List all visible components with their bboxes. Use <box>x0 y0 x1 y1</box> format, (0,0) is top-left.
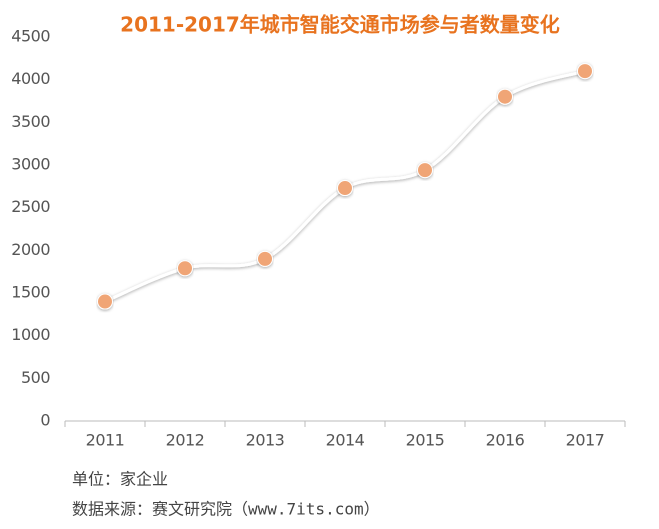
chart-title: 2011-2017年城市智能交通市场参与者数量变化 <box>120 13 560 37</box>
y-tick-label: 2000 <box>11 240 50 259</box>
y-tick-label: 4000 <box>11 69 50 88</box>
y-tick-label: 1000 <box>11 325 50 344</box>
y-tick-label: 500 <box>21 368 50 387</box>
x-tick-label: 2011 <box>86 431 125 450</box>
y-tick-label: 2500 <box>11 197 50 216</box>
marker <box>177 260 193 277</box>
x-tick-label: 2012 <box>166 431 205 450</box>
x-tick-label: 2016 <box>486 431 525 450</box>
y-tick-label: 3500 <box>11 112 50 131</box>
unit-note: 单位：家企业 <box>72 470 168 489</box>
marker <box>497 88 513 105</box>
source-note: 数据来源：赛文研究院（www.7its.com） <box>72 500 380 519</box>
y-tick-label: 1500 <box>11 283 50 302</box>
x-tick-label: 2017 <box>566 431 605 450</box>
marker <box>257 250 273 267</box>
marker <box>577 63 593 80</box>
x-tick-label: 2015 <box>406 431 445 450</box>
x-tick-label: 2013 <box>246 431 285 450</box>
y-tick-label: 3000 <box>11 155 50 174</box>
y-tick-label: 0 <box>40 411 50 430</box>
marker <box>337 180 353 197</box>
y-tick-label: 4500 <box>11 27 50 46</box>
marker <box>97 293 113 310</box>
x-tick-label: 2014 <box>326 431 365 450</box>
marker <box>417 162 433 179</box>
